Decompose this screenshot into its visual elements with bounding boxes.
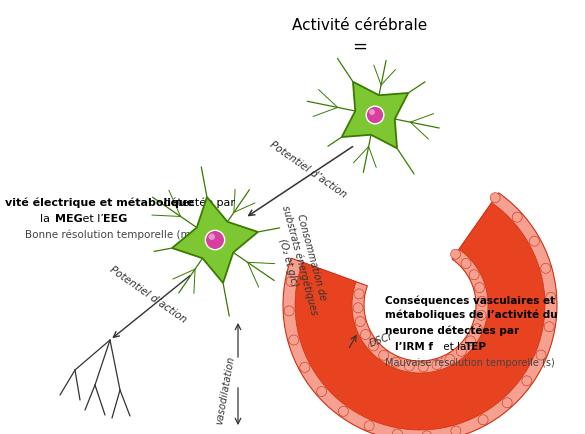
Circle shape <box>286 276 296 286</box>
Circle shape <box>478 415 488 425</box>
Circle shape <box>422 431 432 434</box>
Circle shape <box>512 212 522 222</box>
Circle shape <box>536 350 546 360</box>
Text: Potentiel d’action: Potentiel d’action <box>268 140 348 200</box>
Circle shape <box>360 329 370 339</box>
Text: Consommation de
substrats énergétiques
(O₂ et glc): Consommation de substrats énergétiques (… <box>269 201 331 319</box>
Text: EEG: EEG <box>103 214 128 224</box>
Circle shape <box>378 350 389 360</box>
Circle shape <box>451 426 461 434</box>
Circle shape <box>450 249 460 259</box>
Text: Mauvaise résolution temporelle (s): Mauvaise résolution temporelle (s) <box>385 358 555 368</box>
Circle shape <box>209 233 215 240</box>
Circle shape <box>477 296 487 306</box>
Circle shape <box>522 376 532 386</box>
Circle shape <box>445 354 455 364</box>
Text: et l’: et l’ <box>79 214 104 224</box>
Circle shape <box>490 193 500 203</box>
Circle shape <box>300 362 310 372</box>
Circle shape <box>369 109 375 115</box>
Circle shape <box>366 106 384 124</box>
Text: métaboliques de l’activité du: métaboliques de l’activité du <box>385 310 558 320</box>
Circle shape <box>469 270 479 280</box>
Circle shape <box>461 258 471 269</box>
Circle shape <box>456 346 466 356</box>
Circle shape <box>432 360 442 370</box>
Circle shape <box>476 310 486 320</box>
Circle shape <box>472 324 482 334</box>
Text: TEP: TEP <box>465 342 487 352</box>
Polygon shape <box>172 197 258 283</box>
Circle shape <box>541 263 550 273</box>
Text: vasodilatation: vasodilatation <box>214 355 236 425</box>
Circle shape <box>474 283 484 293</box>
Text: MEG: MEG <box>55 214 82 224</box>
Polygon shape <box>342 82 408 148</box>
Circle shape <box>205 230 225 250</box>
Circle shape <box>393 429 402 434</box>
Circle shape <box>391 357 401 367</box>
Circle shape <box>418 362 428 372</box>
Text: =: = <box>353 38 367 56</box>
Text: Conséquences vasculaires et: Conséquences vasculaires et <box>385 295 555 306</box>
Text: détectée par: détectée par <box>160 198 235 208</box>
Circle shape <box>339 406 349 416</box>
Text: l’IRM f: l’IRM f <box>395 342 433 352</box>
Circle shape <box>316 387 326 397</box>
Text: et la: et la <box>440 342 470 352</box>
Circle shape <box>355 316 365 326</box>
Circle shape <box>544 322 554 332</box>
Circle shape <box>289 335 299 345</box>
Circle shape <box>466 336 476 346</box>
Text: Activité cérébrale: Activité cérébrale <box>292 18 428 33</box>
Circle shape <box>364 421 374 431</box>
Polygon shape <box>283 193 557 434</box>
Polygon shape <box>295 203 545 430</box>
Circle shape <box>546 293 556 302</box>
Text: la: la <box>40 214 53 224</box>
Circle shape <box>502 398 512 408</box>
Circle shape <box>529 236 539 246</box>
Circle shape <box>404 361 414 371</box>
Circle shape <box>353 303 363 313</box>
Text: Potentiel d’action: Potentiel d’action <box>108 265 188 325</box>
Circle shape <box>369 341 378 351</box>
Text: neurone détectées par: neurone détectées par <box>385 325 519 335</box>
Text: Bonne résolution temporelle (ms): Bonne résolution temporelle (ms) <box>25 229 200 240</box>
Text: vité électrique et métabolique: vité électrique et métabolique <box>5 198 194 208</box>
Text: DSCr: DSCr <box>368 331 394 349</box>
Circle shape <box>284 306 294 316</box>
Circle shape <box>354 289 364 299</box>
